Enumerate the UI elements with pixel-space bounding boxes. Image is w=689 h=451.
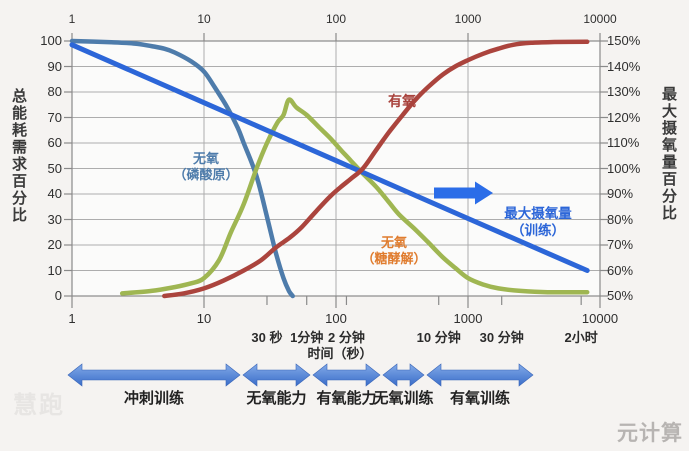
y-axis-left-tick-label: 80 [47,84,62,99]
y-axis-left-tick-label: 30 [47,211,62,227]
training-zone-arrow-1 [242,363,311,387]
y-axis-left-tick-label: 60 [47,135,62,150]
vo2max-label-line1: 最大摄氧量 [504,206,572,221]
x-axis-bottom-tick-label: 10 [196,311,212,326]
x-axis-top-tick-label: 100 [325,12,347,26]
y-axis-right-tick-label: 130% [607,84,641,99]
time-marker-label: 30 秒 [251,330,283,345]
training-zone-label-4: 有氧训练 [449,390,511,407]
glycolysis-label-line2: （糖酵解） [361,251,427,267]
y-axis-right-tick-label: 80% [607,211,634,227]
y-axis-right-tick-label: 100% [607,160,641,176]
axes [64,33,608,308]
training-zone-arrow-3 [382,363,425,387]
y-axis-left-tick-label: 10 [47,262,62,278]
phosphagen-label-line2: （磷酸原） [173,167,239,183]
y-axis-left-title: 总能耗需求百分比 [10,88,27,224]
phosphagen-curve-label: 无氧 （磷酸原） [173,151,238,184]
y-axis-right-title: 最大摄氧量百分比 [660,86,677,222]
y-axis-left-tick-label: 20 [47,237,62,252]
x-axis-top-tick-label: 10 [197,12,211,26]
training-zone-label-3: 无氧训练 [373,390,434,407]
y-axis-right-tick-label: 60% [607,262,634,278]
x-axis-bottom-tick-label: 1000 [453,311,483,326]
y-axis-right-tick-label: 70% [607,237,634,252]
y-axis-left-tick-label: 0 [54,288,62,303]
watermark-huipao: 慧跑 [13,392,65,419]
y-axis-right-tick-label: 120% [607,109,641,125]
time-marker-label: 1分钟 [290,330,324,345]
training-zone-label-1: 无氧能力 [246,390,307,407]
training-zone-label-0: 冲刺训练 [123,390,185,407]
y-axis-left-tick-label: 50 [47,160,62,176]
time-marker-label: 2小时 [564,330,598,345]
training-zone-arrow-4 [426,363,534,387]
y-axis-right-tick-label: 150% [607,33,641,48]
training-zone-arrow-0 [67,363,241,387]
training-zone-label-2: 有氧能力 [316,390,377,407]
x-axis-top-tick-label: 10000 [583,12,617,26]
aerobic-curve-label: 有氧 [388,93,416,109]
phosphagen-label-line1: 无氧 [192,151,220,166]
y-axis-right-tick-label: 90% [607,186,634,201]
x-axis-bottom-tick-label: 10000 [581,311,619,326]
glycolysis-label-line1: 无氧 [380,235,408,250]
time-marker-label: 10 分钟 [416,330,461,345]
y-axis-right-tick-label: 140% [607,58,641,74]
y-axis-right-tick-label: 110% [607,135,640,150]
vo2max-training-direction-arrow [434,181,493,205]
y-axis-right-tick-label: 50% [607,288,634,303]
curve-vo2max_training [69,42,590,273]
y-axis-left-tick-label: 40 [47,186,62,201]
x-axis-title: 时间（秒） [307,346,373,361]
y-axis-left-tick-label: 100 [40,33,62,48]
x-axis-bottom-tick-label: 100 [325,311,347,326]
curve-aerobic [162,39,590,299]
y-axis-left-tick-label: 70 [47,109,62,125]
time-marker-label: 30 分钟 [479,330,524,345]
vo2max-label-line2: （训练） [511,222,565,238]
x-axis-top-tick-label: 1000 [454,12,482,26]
vo2max-curve-label: 最大摄氧量 （训练） [504,206,572,240]
time-marker-label: 2 分钟 [328,330,365,345]
training-zone-arrow-2 [312,363,381,387]
glycolysis-curve-label: 无氧 （糖酵解） [361,235,426,268]
y-axis-left-tick-label: 90 [47,58,62,74]
watermark-yuanjisuan: 元计算 [617,422,683,445]
curve-phosphagen [69,38,295,299]
x-axis-top-tick-label: 1 [68,12,76,26]
x-axis-bottom-tick-label: 1 [68,311,76,326]
curve-glycolysis [119,97,590,296]
